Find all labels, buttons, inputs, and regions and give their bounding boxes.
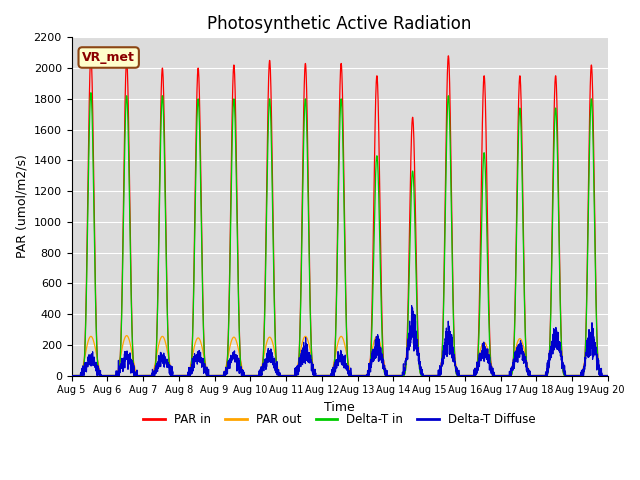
Title: Photosynthetic Active Radiation: Photosynthetic Active Radiation xyxy=(207,15,472,33)
Y-axis label: PAR (umol/m2/s): PAR (umol/m2/s) xyxy=(15,155,28,258)
Legend: PAR in, PAR out, Delta-T in, Delta-T Diffuse: PAR in, PAR out, Delta-T in, Delta-T Dif… xyxy=(139,408,541,431)
X-axis label: Time: Time xyxy=(324,401,355,414)
Text: VR_met: VR_met xyxy=(83,51,135,64)
